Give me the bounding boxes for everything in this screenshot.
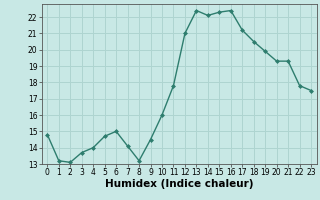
X-axis label: Humidex (Indice chaleur): Humidex (Indice chaleur)	[105, 179, 253, 189]
